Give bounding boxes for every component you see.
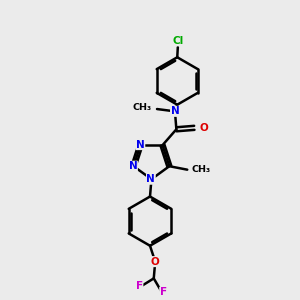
Text: N: N bbox=[146, 174, 155, 184]
Text: Cl: Cl bbox=[172, 36, 183, 46]
Text: O: O bbox=[151, 256, 160, 267]
Text: F: F bbox=[160, 287, 167, 297]
Text: F: F bbox=[136, 281, 143, 292]
Text: CH₃: CH₃ bbox=[192, 165, 211, 174]
Text: O: O bbox=[200, 123, 208, 133]
Text: N: N bbox=[129, 161, 137, 171]
Text: CH₃: CH₃ bbox=[133, 103, 152, 112]
Text: N: N bbox=[136, 140, 145, 150]
Text: N: N bbox=[171, 106, 179, 116]
